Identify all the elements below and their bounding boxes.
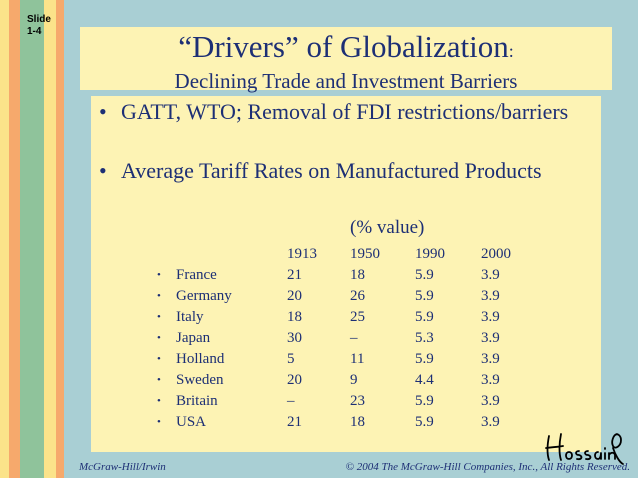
slide-title: “Drivers” of Globalization: xyxy=(80,30,612,68)
table-cell: 20 xyxy=(287,372,302,388)
table-header-cell: 1990 xyxy=(415,246,445,262)
bullet-dot: • xyxy=(157,290,161,302)
table-cell: 5.9 xyxy=(415,288,434,304)
bullet-text: Average Tariff Rates on Manufactured Pro… xyxy=(121,158,542,183)
country-cell: Sweden xyxy=(176,372,224,388)
table-cell: 3.9 xyxy=(481,414,500,430)
signature-image xyxy=(545,433,624,465)
title-panel: “Drivers” of Globalization: Declining Tr… xyxy=(80,27,612,93)
slide-number: Slide 1-4 xyxy=(27,14,51,38)
table-row: • Germany 20 26 5.9 3.9 xyxy=(91,286,601,307)
table-cell: 18 xyxy=(350,414,365,430)
bullet-dot: • xyxy=(157,332,161,344)
table-cell: 5.3 xyxy=(415,330,434,346)
table-row: • Holland 5 11 5.9 3.9 xyxy=(91,349,601,370)
table-row: • Japan 30 – 5.3 3.9 xyxy=(91,328,601,349)
slide-label-line1: Slide xyxy=(27,14,51,25)
table-cell: 30 xyxy=(287,330,302,346)
table-row: • Britain – 23 5.9 3.9 xyxy=(91,391,601,412)
table-cell: – xyxy=(350,330,358,346)
country-cell: France xyxy=(176,267,217,283)
table-row: • France 21 18 5.9 3.9 xyxy=(91,265,601,286)
table-cell: 3.9 xyxy=(481,372,500,388)
table-header-row: 1913 1950 1990 2000 xyxy=(91,244,601,265)
table-cell: 3.9 xyxy=(481,309,500,325)
slide-title-text: “Drivers” of Globalization xyxy=(178,29,509,64)
decor-stripe-yellow-1 xyxy=(0,0,9,478)
table-cell: 18 xyxy=(350,267,365,283)
table-header-cell: 1913 xyxy=(287,246,317,262)
slide-label-line2: 1-4 xyxy=(27,26,42,37)
table-cell: 3.9 xyxy=(481,393,500,409)
table-row: • Sweden 20 9 4.4 3.9 xyxy=(91,370,601,391)
bullet-dot: • xyxy=(99,99,107,124)
table-row: • Italy 18 25 5.9 3.9 xyxy=(91,307,601,328)
table-cell: 11 xyxy=(350,351,365,367)
country-cell: Germany xyxy=(176,288,232,304)
table-cell: 5 xyxy=(287,351,295,367)
table-cell: 4.4 xyxy=(415,372,434,388)
table-cell: 9 xyxy=(350,372,358,388)
decor-stripe-orange-1 xyxy=(9,0,20,478)
table-cell: 5.9 xyxy=(415,414,434,430)
table-cell: 18 xyxy=(287,309,302,325)
table-cell: 3.9 xyxy=(481,351,500,367)
table-cell: 25 xyxy=(350,309,365,325)
table-cell: 5.9 xyxy=(415,393,434,409)
country-cell: USA xyxy=(176,414,207,430)
table-cell: 3.9 xyxy=(481,267,500,283)
decor-stripe-orange-2 xyxy=(56,0,64,478)
table-cell: 26 xyxy=(350,288,365,304)
country-cell: Italy xyxy=(176,309,204,325)
bullet-dot: • xyxy=(157,311,161,323)
table-cell: 20 xyxy=(287,288,302,304)
decor-stripe-yellow-2 xyxy=(44,0,56,478)
table-cell: 5.9 xyxy=(415,309,434,325)
bullet-dot: • xyxy=(157,395,161,407)
table-cell: 3.9 xyxy=(481,288,500,304)
country-cell: Japan xyxy=(176,330,211,346)
copyright-footer: © 2004 The McGraw-Hill Companies, Inc., … xyxy=(345,461,630,473)
table-header-cell: 1950 xyxy=(350,246,380,262)
bullet-dot: • xyxy=(157,374,161,386)
bullet-text: GATT, WTO; Removal of FDI restrictions/b… xyxy=(121,99,569,124)
bullet-dot: • xyxy=(157,353,161,365)
bullet-dot: • xyxy=(157,269,161,281)
decor-stripe-green xyxy=(20,0,44,478)
table-cell: 5.9 xyxy=(415,351,434,367)
publisher-footer: McGraw-Hill/Irwin xyxy=(79,461,166,473)
table-row: • USA 21 18 5.9 3.9 xyxy=(91,412,601,433)
table-caption: (% value) xyxy=(350,217,425,238)
table-cell: 3.9 xyxy=(481,330,500,346)
table-cell: – xyxy=(287,393,295,409)
slide-subtitle: Declining Trade and Investment Barriers xyxy=(174,69,518,93)
table-cell: 5.9 xyxy=(415,267,434,283)
bullet-dot: • xyxy=(99,158,107,183)
table-cell: 21 xyxy=(287,267,302,283)
table-cell: 23 xyxy=(350,393,365,409)
content-panel: • GATT, WTO; Removal of FDI restrictions… xyxy=(91,96,601,452)
bullet-dot: • xyxy=(157,416,161,428)
table-cell: 21 xyxy=(287,414,302,430)
slide-title-colon: : xyxy=(508,41,514,61)
table-header-cell: 2000 xyxy=(481,246,511,262)
country-cell: Holland xyxy=(176,351,225,367)
country-cell: Britain xyxy=(176,393,218,409)
